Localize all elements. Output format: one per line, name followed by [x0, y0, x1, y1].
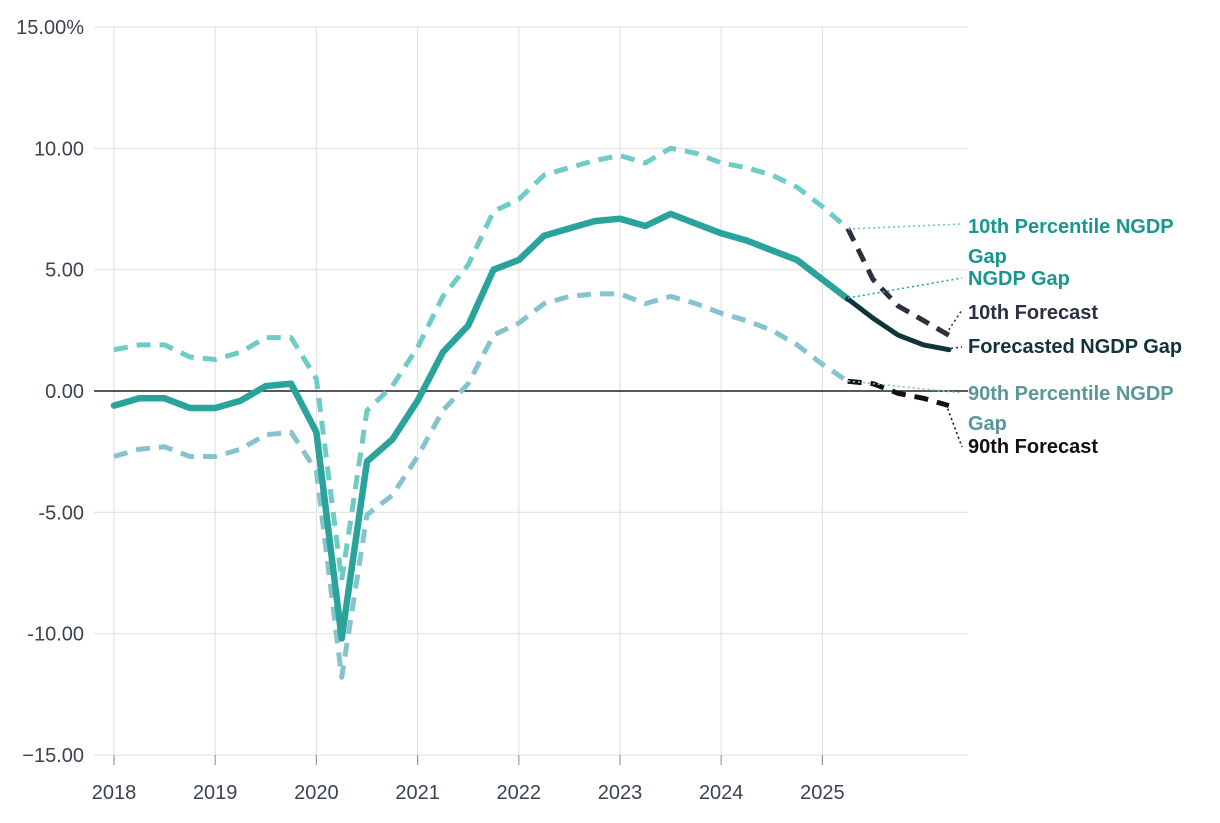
series-line-90th-percentile-ngdp-gap: [113, 291, 850, 680]
x-tick-label: 2025: [800, 782, 845, 804]
x-tick-label: 2024: [699, 782, 744, 804]
series-layer: [110, 145, 952, 680]
y-tick-label: −15.00: [22, 745, 84, 767]
leader-line-90th-percentile-ngdp-gap: [847, 380, 963, 394]
y-tick-label: 5.00: [45, 260, 84, 282]
series-line-forecasted-ngdp-gap: [845, 296, 952, 353]
leader-line-90th-forecast: [945, 403, 963, 448]
x-tick-label: 2022: [497, 782, 542, 804]
legend-label-10th-forecast: 10th Forecast: [968, 302, 1098, 324]
series-line-90th-forecast: [847, 378, 950, 409]
legend-label-ngdp-gap: NGDP Gap: [968, 268, 1070, 290]
legend-label-10th-percentile-ngdp-gap: 10th Percentile NGDP: [968, 216, 1174, 238]
leader-line-10th-percentile-ngdp-gap: [847, 223, 963, 230]
x-tick-label: 2018: [92, 782, 137, 804]
y-tick-label: -5.00: [38, 502, 84, 524]
legend-label-90th-forecast: 90th Forecast: [968, 436, 1098, 458]
x-tick-label: 2020: [294, 782, 339, 804]
leader-layer: [847, 223, 963, 448]
x-tick-label: 2023: [598, 782, 643, 804]
x-tick-label: 2019: [193, 782, 238, 804]
y-tick-label: -10.00: [27, 624, 84, 646]
legend-label-90th-percentile-ngdp-gap-line2: Gap: [968, 413, 1007, 435]
axis-layer: 15.00% 10.00 5.00 0.00 -5.00 -10.00 −15.00 2018…: [16, 17, 968, 804]
y-tick-label: 0.00: [45, 381, 84, 403]
leader-line-10th-forecast: [945, 309, 963, 335]
legend-label-forecasted-ngdp-gap: Forecasted NGDP Gap: [968, 336, 1182, 358]
legend-label-10th-percentile-ngdp-gap-line2: Gap: [968, 246, 1007, 268]
y-tick-label: 10.00: [34, 138, 84, 160]
series-line-ngdp-gap: [110, 210, 851, 642]
x-tick-label: 2021: [395, 782, 440, 804]
series-line-10th-percentile-ngdp-gap: [113, 145, 850, 583]
y-tick-label: 15.00%: [16, 17, 84, 39]
legend-label-90th-percentile-ngdp-gap: 90th Percentile NGDP: [968, 383, 1174, 405]
series-line-10th-forecast: [845, 227, 951, 338]
leader-line-ngdp-gap: [847, 277, 963, 299]
